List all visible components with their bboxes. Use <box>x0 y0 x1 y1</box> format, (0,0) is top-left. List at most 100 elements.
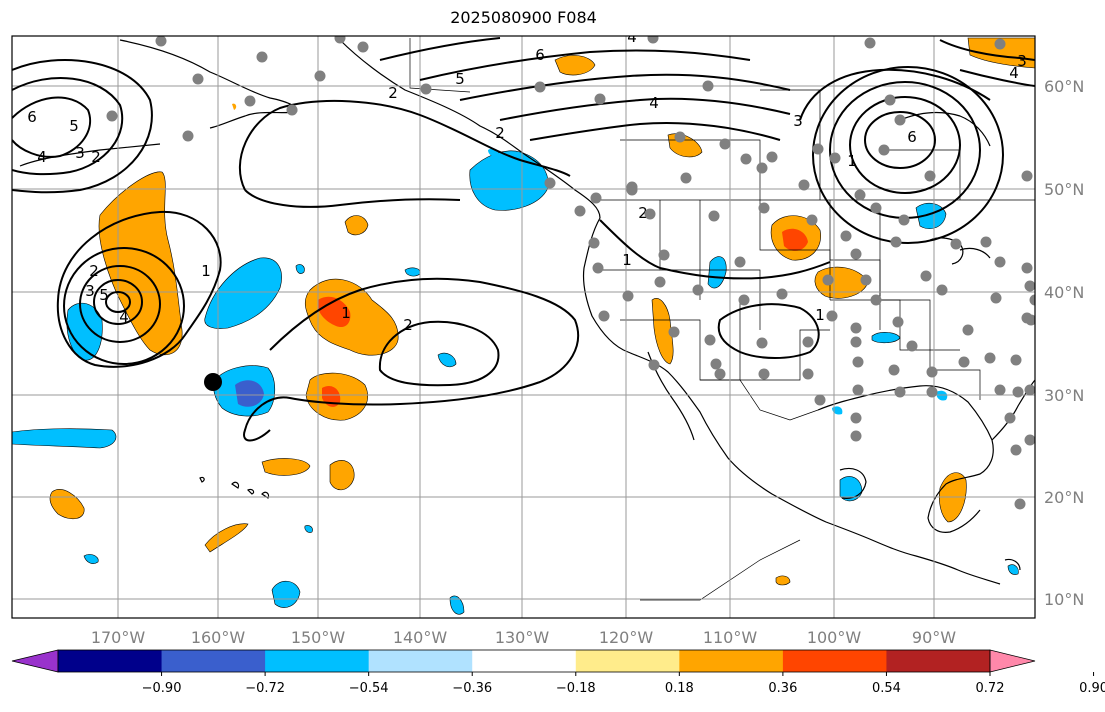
station-dot <box>850 322 862 334</box>
contour-label: 2 <box>495 124 505 142</box>
station-dot <box>658 249 670 261</box>
positive-anomaly-region <box>344 215 369 236</box>
station-dot <box>962 324 974 336</box>
colorbar-segment <box>472 650 577 672</box>
station-dot <box>758 368 770 380</box>
contour-label: 2 <box>388 84 398 102</box>
station-dot <box>1025 314 1035 326</box>
contour-label: 3 <box>85 282 95 300</box>
station-dot <box>806 214 818 226</box>
station-dot <box>984 352 996 364</box>
colorbar-segment <box>679 650 784 672</box>
colorbar-tick-label: −0.72 <box>245 681 285 696</box>
station-dot <box>994 384 1006 396</box>
positive-anomaly-region <box>329 460 355 491</box>
station-dot <box>1024 434 1035 446</box>
station-dot <box>592 262 604 274</box>
station-dot <box>926 366 938 378</box>
colorbar-tick-label: −0.54 <box>349 681 389 696</box>
station-dot <box>155 36 167 47</box>
latitude-label: 30°N <box>1044 386 1084 405</box>
positive-anomaly-region <box>204 523 249 553</box>
station-dot <box>594 93 606 105</box>
map-border <box>11 35 1036 619</box>
station-dot <box>888 364 900 376</box>
station-dot <box>740 153 752 165</box>
station-dot <box>192 73 204 85</box>
station-dot <box>708 210 720 222</box>
station-dot <box>758 202 770 214</box>
longitude-label: 170°W <box>91 628 146 647</box>
station-dot <box>588 237 600 249</box>
map-frame <box>12 36 1035 618</box>
contour-label: 3 <box>793 112 803 130</box>
station-dot <box>1010 444 1022 456</box>
station-dot <box>884 94 896 106</box>
station-dot <box>692 284 704 296</box>
colorbar-segment <box>265 650 370 672</box>
station-dot <box>1004 412 1016 424</box>
station-dot <box>850 336 862 348</box>
colorbar-segment <box>575 650 680 672</box>
positive-anomaly-region <box>317 296 351 328</box>
station-dot <box>756 337 768 349</box>
station-dot <box>850 430 862 442</box>
station-dot <box>1024 280 1035 292</box>
latitude-label: 20°N <box>1044 488 1084 507</box>
station-dot <box>814 394 826 406</box>
contour-label: 3 <box>1017 52 1027 70</box>
negative-anomaly-region <box>707 256 727 289</box>
positive-anomaly-region <box>782 228 808 251</box>
station-dot <box>734 256 746 268</box>
station-dot <box>829 152 841 164</box>
colorbar-extend-right <box>989 649 1036 673</box>
station-dot <box>420 83 432 95</box>
colorbar-tick-label: −0.18 <box>556 681 596 696</box>
station-dot <box>870 202 882 214</box>
station-dot <box>850 412 862 424</box>
station-dot <box>626 184 638 196</box>
station-dot <box>878 144 890 156</box>
colorbar-tick-label: 0.54 <box>872 681 901 696</box>
station-dot <box>738 294 750 306</box>
station-dot <box>994 38 1006 50</box>
longitude-label: 150°W <box>291 628 346 647</box>
contour-label: 1 <box>341 304 351 322</box>
negative-anomaly-region <box>437 352 457 367</box>
station-dot <box>256 51 268 63</box>
colorbar-border <box>57 649 991 673</box>
station-dot <box>1021 170 1033 182</box>
station-dot <box>890 236 902 248</box>
station-dot <box>840 230 852 242</box>
station-dot <box>802 336 814 348</box>
station-dot <box>680 172 692 184</box>
latitude-label: 50°N <box>1044 180 1084 199</box>
station-dot <box>936 284 948 296</box>
colorbar-segment <box>58 650 163 672</box>
colorbar-tick-label: 0.18 <box>665 681 694 696</box>
station-dot <box>776 288 788 300</box>
contour-label: 4 <box>649 94 659 112</box>
contour-label: 2 <box>89 262 99 280</box>
negative-anomaly-region <box>295 264 305 274</box>
colorbar-segment <box>161 650 266 672</box>
contour-label: 4 <box>1009 64 1019 82</box>
positive-anomaly-region <box>651 298 674 365</box>
colorbar-segment <box>886 650 991 672</box>
longitude-label: 110°W <box>703 628 758 647</box>
station-dot <box>334 36 346 44</box>
station-dot <box>894 114 906 126</box>
positive-anomaly-region <box>261 458 311 476</box>
contour-label: 1 <box>622 251 632 269</box>
map-title: 2025080900 F084 <box>450 8 597 27</box>
station-dot <box>756 162 768 174</box>
negative-anomaly-region <box>936 390 948 401</box>
colorbar <box>11 649 1036 673</box>
longitude-label: 160°W <box>191 628 246 647</box>
negative-anomaly-region <box>449 595 465 615</box>
station-dot <box>106 110 118 122</box>
station-dot <box>920 270 932 282</box>
station-dot <box>644 208 656 220</box>
contour-label: 4 <box>37 148 47 166</box>
